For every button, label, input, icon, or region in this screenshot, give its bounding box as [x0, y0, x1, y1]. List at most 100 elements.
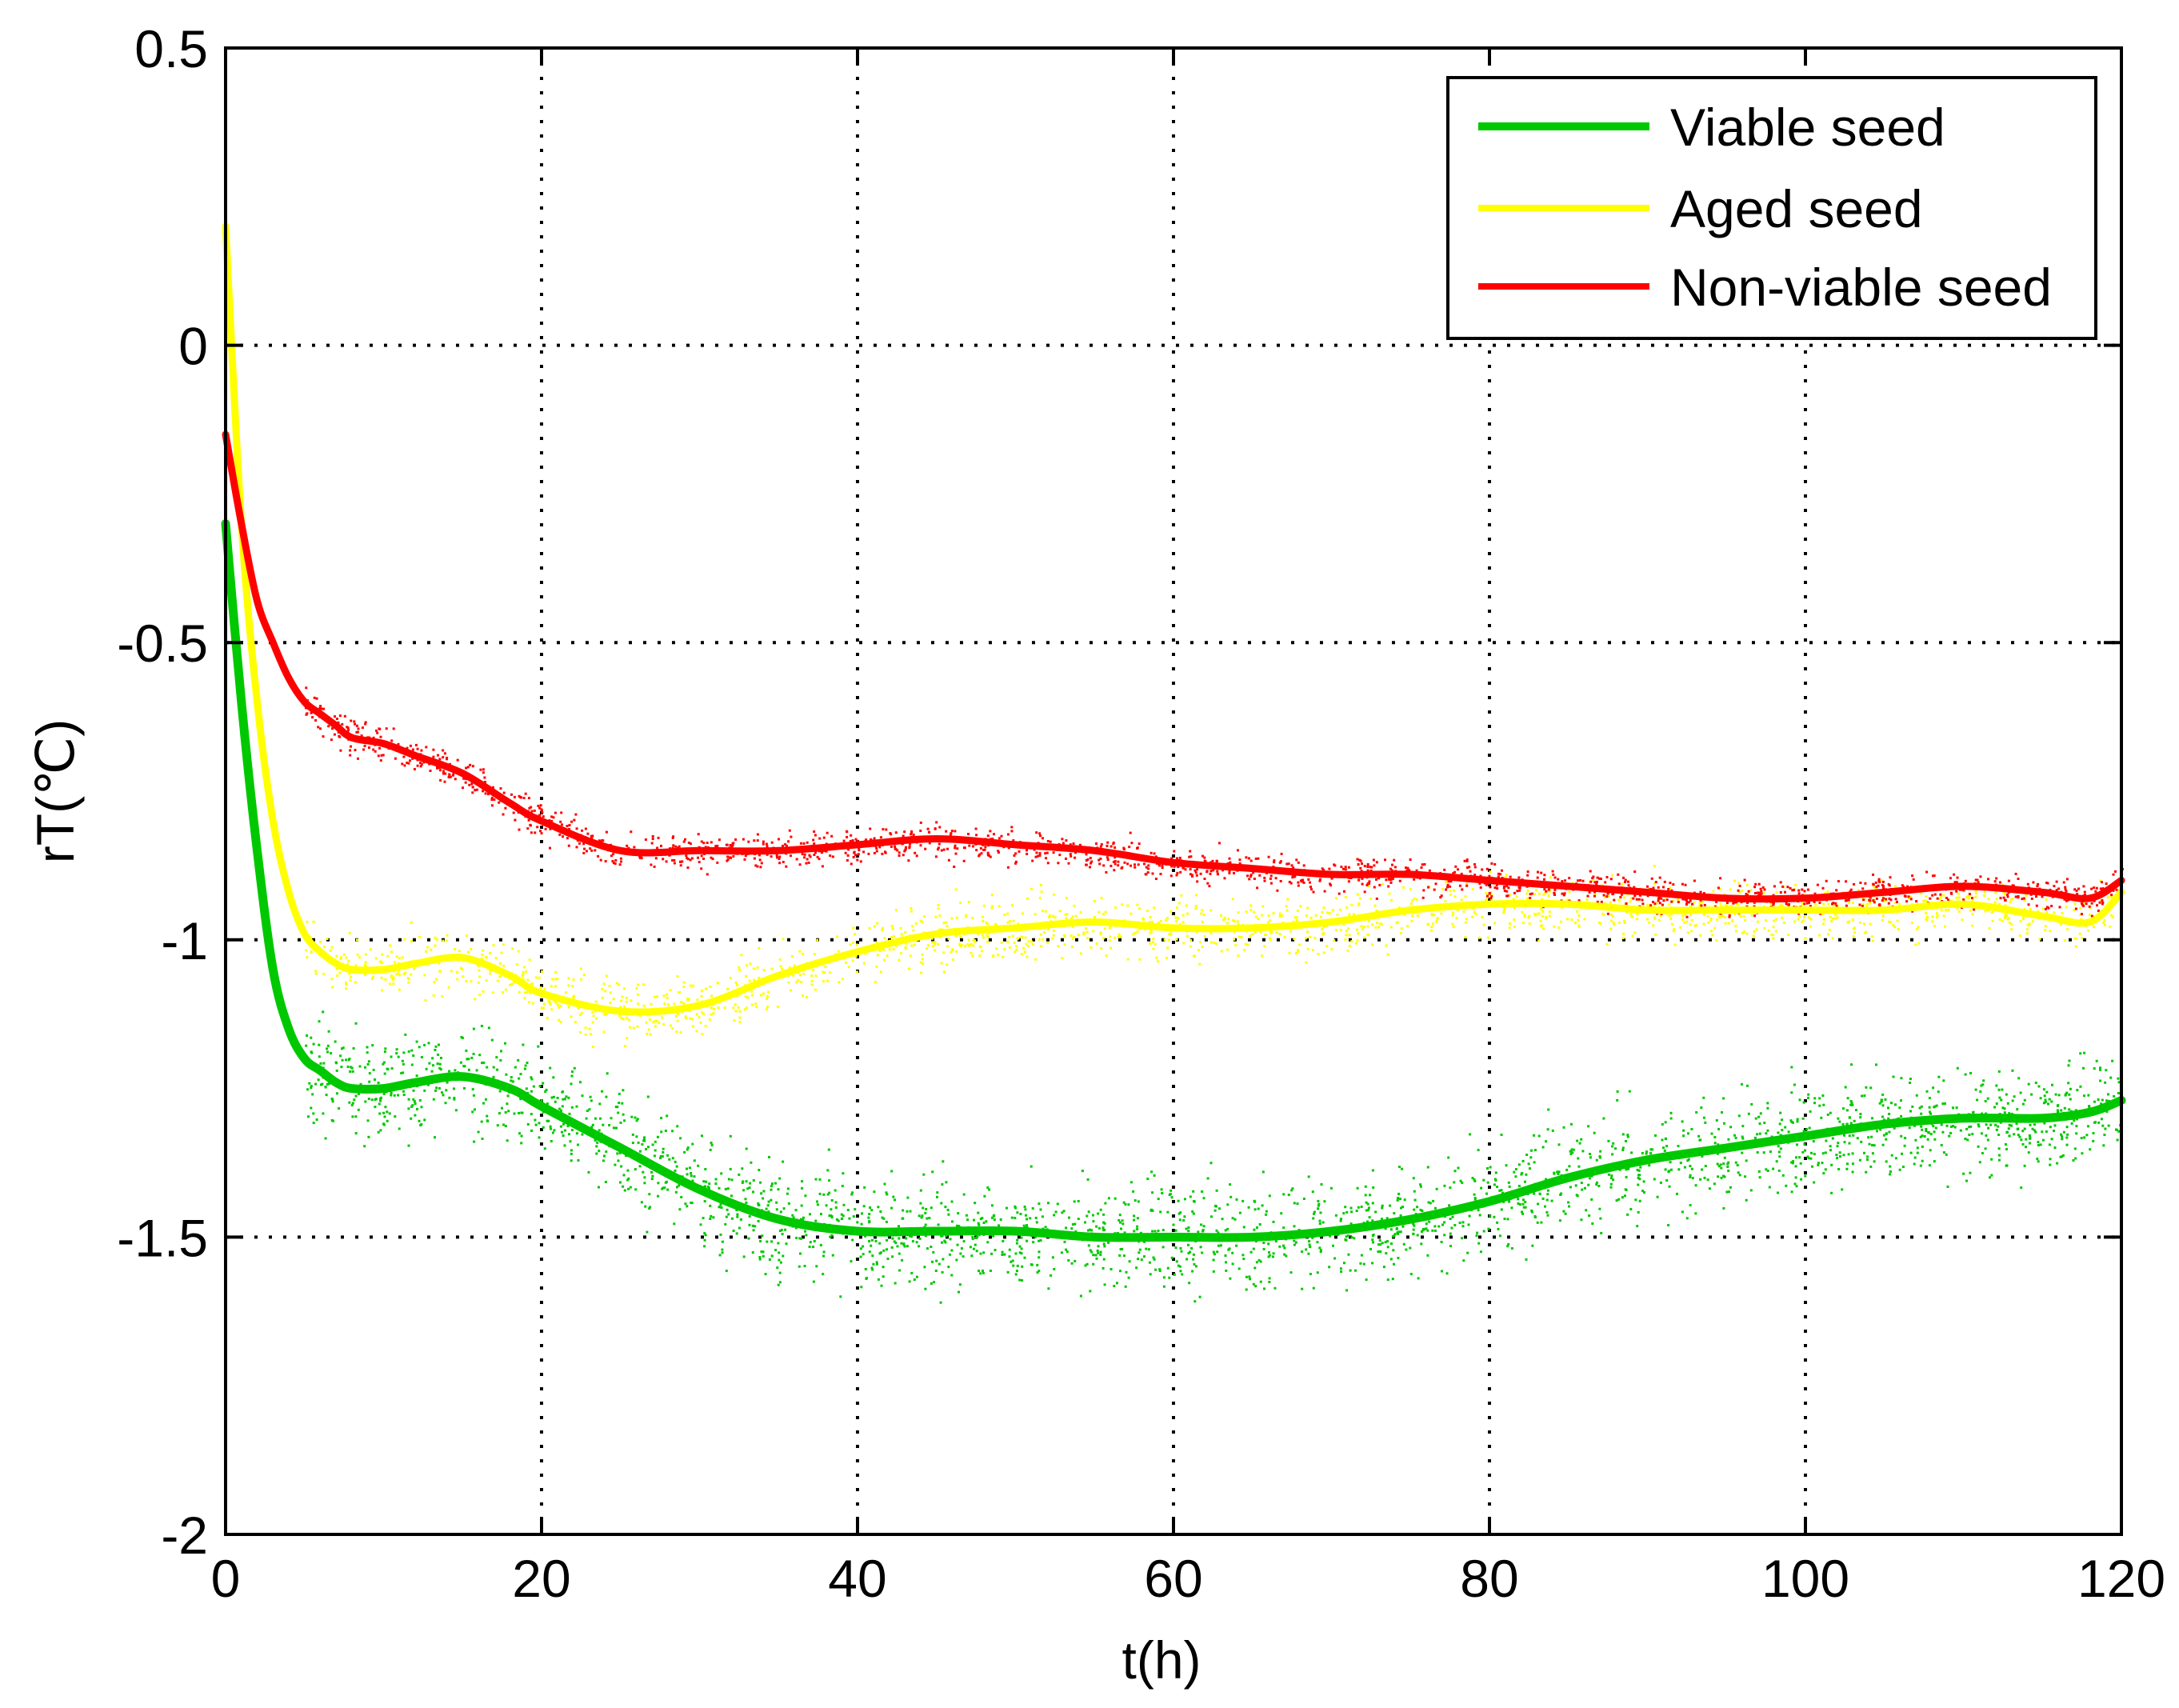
scatter-point	[974, 1236, 978, 1239]
scatter-point	[1380, 1218, 1383, 1221]
scatter-point	[1580, 1182, 1583, 1185]
scatter-point	[1413, 1198, 1417, 1202]
scatter-point	[1919, 1135, 1922, 1138]
scatter-point	[1807, 1157, 1810, 1160]
scatter-point	[490, 804, 494, 807]
scatter-point	[366, 1046, 369, 1049]
scatter-point	[1929, 1110, 1932, 1114]
scatter-point	[371, 976, 374, 979]
scatter-point	[1367, 1206, 1370, 1210]
scatter-point	[1293, 916, 1297, 919]
scatter-point	[790, 955, 794, 958]
scatter-point	[2060, 1133, 2063, 1136]
scatter-point	[1702, 892, 1705, 895]
scatter-point	[926, 947, 928, 950]
scatter-point	[1931, 915, 1934, 918]
scatter-point	[797, 979, 800, 982]
scatter-point	[1969, 1125, 1973, 1128]
scatter-point	[2101, 902, 2104, 906]
scatter-point	[2116, 1138, 2119, 1142]
scatter-point	[1916, 1151, 1919, 1154]
scatter-point	[1590, 1198, 1593, 1201]
scatter-point	[850, 862, 853, 866]
scatter-point	[1932, 1125, 1935, 1128]
scatter-point	[931, 1260, 934, 1263]
scatter-point	[1849, 1100, 1853, 1102]
scatter-point	[1392, 1249, 1395, 1252]
scatter-point	[1851, 902, 1854, 905]
scatter-point	[875, 1261, 878, 1264]
scatter-point	[1795, 1156, 1797, 1159]
scatter-point	[1717, 1165, 1721, 1168]
scatter-point	[1570, 918, 1573, 922]
scatter-point	[766, 1240, 769, 1243]
scatter-point	[974, 939, 977, 942]
scatter-point	[1505, 874, 1508, 877]
scatter-point	[940, 1234, 943, 1238]
scatter-point	[932, 1250, 935, 1254]
scatter-point	[891, 1237, 894, 1240]
scatter-point	[899, 926, 902, 930]
scatter-point	[2101, 881, 2103, 884]
scatter-point	[661, 1016, 664, 1019]
scatter-point	[1803, 915, 1805, 918]
scatter-point	[567, 1096, 570, 1099]
scatter-point	[1261, 1204, 1264, 1207]
scatter-point	[1090, 946, 1093, 949]
scatter-point	[1151, 940, 1154, 943]
scatter-point	[1686, 1159, 1689, 1162]
scatter-point	[377, 1130, 380, 1134]
scatter-point	[1893, 885, 1897, 888]
scatter-point	[568, 1133, 570, 1136]
scatter-point	[2037, 882, 2040, 886]
scatter-point	[1909, 1110, 1912, 1113]
scatter-point	[751, 1224, 754, 1227]
scatter-point	[1117, 935, 1120, 938]
scatter-point	[1592, 879, 1595, 882]
scatter-point	[922, 1173, 926, 1176]
scatter-point	[1322, 868, 1325, 871]
scatter-point	[410, 1063, 414, 1066]
scatter-point	[1416, 1234, 1419, 1237]
scatter-point	[1734, 1161, 1737, 1164]
scatter-point	[1875, 1063, 1877, 1066]
scatter-point	[1572, 882, 1574, 885]
scatter-point	[803, 856, 806, 859]
scatter-point	[1153, 906, 1156, 910]
scatter-point	[982, 1271, 985, 1274]
scatter-point	[1226, 1227, 1229, 1230]
scatter-point	[349, 749, 352, 752]
scatter-point	[1514, 1168, 1517, 1170]
scatter-point	[1593, 892, 1597, 895]
scatter-point	[1209, 870, 1213, 873]
scatter-point	[910, 1271, 914, 1274]
scatter-point	[1029, 1217, 1032, 1220]
scatter-point	[680, 1195, 683, 1198]
scatter-point	[651, 834, 654, 838]
scatter-point	[758, 1258, 762, 1261]
scatter-point	[472, 1027, 475, 1030]
scatter-point	[651, 1174, 654, 1178]
scatter-point	[1150, 930, 1153, 933]
scatter-point	[1067, 1259, 1070, 1262]
scatter-point	[1458, 1222, 1461, 1224]
scatter-point	[1576, 1139, 1579, 1142]
scatter-point	[1647, 905, 1650, 908]
scatter-point	[325, 1094, 328, 1097]
scatter-point	[1001, 1253, 1004, 1256]
scatter-point	[1948, 1134, 1951, 1138]
scatter-point	[1309, 916, 1313, 919]
scatter-point	[738, 1010, 742, 1013]
scatter-point	[1745, 893, 1748, 896]
scatter-point	[1743, 878, 1746, 882]
scatter-point	[1353, 913, 1355, 916]
scatter-point	[1745, 1198, 1748, 1202]
scatter-point	[1966, 1138, 1969, 1142]
scatter-point	[1187, 1252, 1190, 1254]
scatter-point	[778, 1177, 782, 1180]
scatter-point	[1169, 1189, 1173, 1192]
scatter-point	[526, 1122, 530, 1126]
scatter-point	[2072, 1159, 2075, 1162]
scatter-point	[318, 1020, 321, 1023]
scatter-point	[1848, 1134, 1851, 1138]
